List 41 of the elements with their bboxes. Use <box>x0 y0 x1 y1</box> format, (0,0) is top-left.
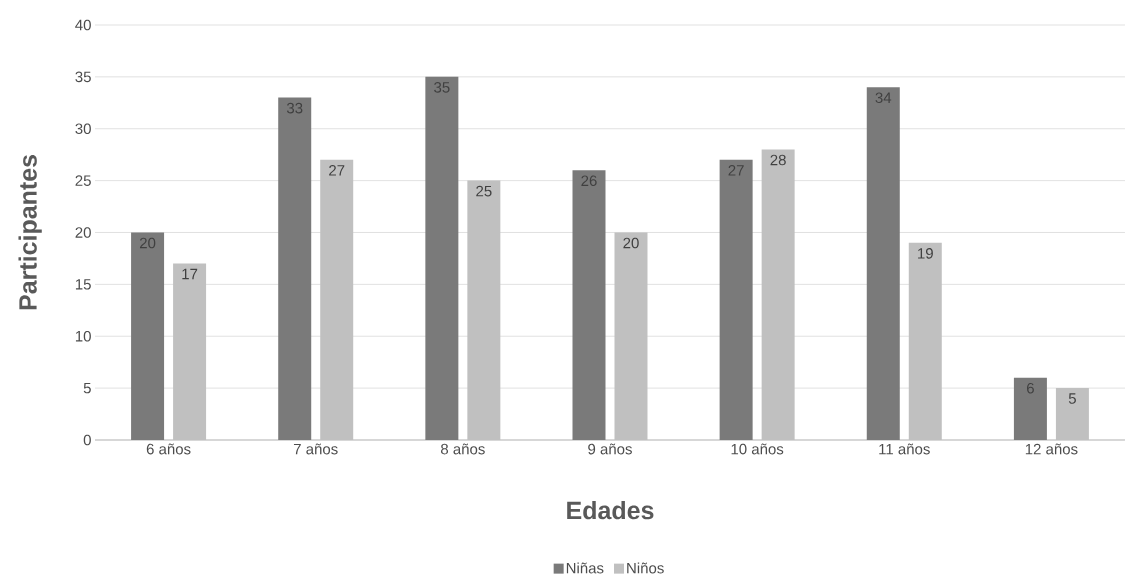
y-tick-label: 20 <box>75 227 91 238</box>
data-label: 19 <box>918 248 933 259</box>
data-label: 34 <box>875 92 892 104</box>
x-tick-label: 6 años <box>146 443 191 455</box>
data-label: 28 <box>770 154 786 166</box>
legend-label: Niñas <box>566 562 604 574</box>
bar <box>1013 377 1047 440</box>
x-tick-label: 11 años <box>879 443 930 455</box>
data-label: 25 <box>476 185 492 197</box>
data-label: 20 <box>623 237 639 249</box>
data-label: 27 <box>329 165 345 176</box>
data-label: 17 <box>182 268 198 280</box>
data-label: 6 <box>1027 382 1034 394</box>
bar <box>866 87 900 440</box>
x-tick-label: 7 años <box>293 443 338 455</box>
x-tick-label: 12 años <box>1025 443 1078 455</box>
data-label: 26 <box>581 175 597 187</box>
bar <box>131 232 165 440</box>
x-tick-label: 8 años <box>440 443 485 455</box>
data-label: 35 <box>434 82 450 93</box>
x-tick-label: 9 años <box>588 443 632 455</box>
bar <box>425 76 459 440</box>
y-tick-label: 5 <box>83 382 91 394</box>
y-tick-label: 0 <box>83 434 91 446</box>
y-tick-label: 30 <box>75 123 91 135</box>
y-tick-label: 40 <box>75 19 91 31</box>
y-tick-label: 35 <box>75 71 91 83</box>
bar <box>278 97 312 440</box>
bar <box>719 159 753 440</box>
data-label: 27 <box>728 165 744 176</box>
data-label: 20 <box>139 237 156 249</box>
x-tick-label: 10 años <box>731 443 784 455</box>
data-label: 5 <box>1068 393 1076 404</box>
y-tick-label: 25 <box>75 175 91 186</box>
x-axis-title: Edades <box>567 500 654 520</box>
y-tick-label: 10 <box>75 330 91 342</box>
y-tick-label: 15 <box>75 279 91 290</box>
legend-label: Niños <box>627 562 664 574</box>
y-axis-title: Participantes <box>18 155 42 310</box>
data-label: 33 <box>286 102 303 114</box>
bar <box>572 170 606 440</box>
